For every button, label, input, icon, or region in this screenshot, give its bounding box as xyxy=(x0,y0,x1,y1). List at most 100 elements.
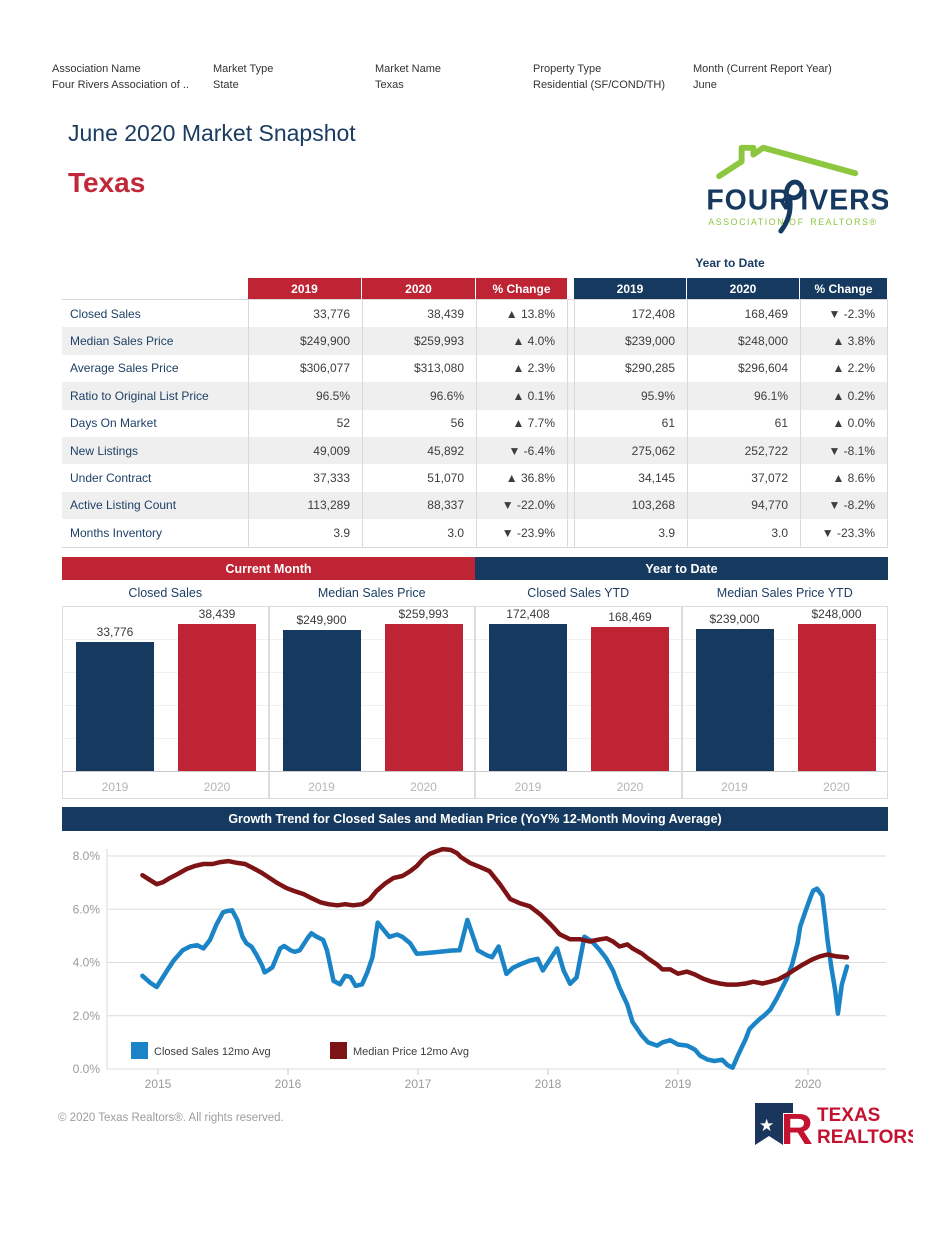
y-tick-label: 0.0% xyxy=(73,1062,101,1076)
axis-line xyxy=(63,771,268,772)
ytd-2020-value: 94,770 xyxy=(687,491,800,520)
cm-2020-value: 88,337 xyxy=(362,491,476,520)
row-label: Active Listing Count xyxy=(70,498,177,513)
texas-realtors-logo-icon: R ★ TEXAS REALTORS® xyxy=(755,1103,934,1154)
bar-chart-strip: Closed Sales 33,776 2019 38,439 2020 Median… xyxy=(62,586,888,799)
roof-icon xyxy=(716,144,859,180)
cm-change-value: ▼ -22.0% xyxy=(476,491,568,520)
cm-change-value: ▲ 4.0% xyxy=(476,327,568,355)
gridline xyxy=(269,738,474,739)
chart-title: Closed Sales YTD xyxy=(527,586,630,600)
chart-title: Median Sales Price xyxy=(317,586,426,600)
row-label: Days On Market xyxy=(70,416,157,431)
cm-2020-value: 45,892 xyxy=(362,436,476,465)
x-tick-label: 2018 xyxy=(535,1077,562,1091)
meta-label: Property Type xyxy=(533,63,602,75)
ytd-change-value: ▲ 2.2% xyxy=(800,354,888,383)
cm-2020-value: 51,070 xyxy=(362,464,476,492)
meta-month: Month (Current Report Year) June xyxy=(693,63,832,91)
bar-value-label: $248,000 xyxy=(811,607,862,621)
bar-2020 xyxy=(384,624,463,771)
cm-2019-value: 96.5% xyxy=(248,382,362,410)
ytd-2020-value: 61 xyxy=(687,409,800,437)
bar-value-label: 168,469 xyxy=(608,610,652,624)
series-line xyxy=(140,886,850,1070)
table-row: Median Sales Price $249,900 $259,993 ▲ 4.0%… xyxy=(62,327,888,355)
table-row: Months Inventory 3.9 3.0 ▼ -23.9% 3.9 3.0 ▼ -2… xyxy=(62,519,888,547)
gridline xyxy=(682,672,887,673)
gridline xyxy=(476,639,681,640)
tr-flag-icon xyxy=(755,1103,793,1145)
legend-swatch xyxy=(131,1042,148,1059)
y-tick-label: 4.0% xyxy=(73,956,101,970)
table-body: Closed Sales 33,776 38,439 ▲ 13.8% 172,408 16… xyxy=(62,299,888,548)
bar-2019 xyxy=(76,642,154,771)
page-title: June 2020 Market Snapshot xyxy=(68,120,356,146)
x-axis-label: 2019 xyxy=(721,780,748,794)
gridline xyxy=(63,672,268,673)
report-meta: Association Name Four Rivers Association… xyxy=(52,63,832,91)
cm-2019-value: $306,077 xyxy=(248,354,362,383)
meta-market-type: Market Type State xyxy=(213,63,375,91)
bar-2019 xyxy=(489,624,567,771)
legend-label: Median Price 12mo Avg xyxy=(353,1046,469,1058)
bar-value-label: $249,900 xyxy=(296,613,347,627)
meta-value: Four Rivers Association of .. xyxy=(52,79,189,91)
series-line xyxy=(140,846,850,987)
bar-chart: $249,900 2019 $259,993 2020 xyxy=(268,606,475,799)
row-label: Months Inventory xyxy=(70,525,163,540)
bar-2020 xyxy=(797,624,876,771)
cm-2020-value: 56 xyxy=(362,409,476,437)
logo-four-text: FOUR xyxy=(706,185,790,217)
cm-2019-value: 33,776 xyxy=(248,300,362,328)
four-rivers-logo-icon: FOUR IVERS ASSOCIATION OF REALTORS® xyxy=(706,144,890,234)
meta-property-type: Property Type Residential (SF/COND/TH) xyxy=(533,63,693,91)
ytd-2020-value: 96.1% xyxy=(687,382,800,410)
ytd-2019-value: 275,062 xyxy=(574,436,687,465)
x-axis-label: 2020 xyxy=(203,780,231,794)
x-tick-label: 2020 xyxy=(795,1077,822,1091)
cm-2020-value: $313,080 xyxy=(362,354,476,383)
row-label: New Listings xyxy=(70,443,139,458)
table-row: Active Listing Count 113,289 88,337 ▼ -22.0… xyxy=(62,491,888,520)
gridline xyxy=(682,738,887,739)
row-label: Median Sales Price xyxy=(70,334,174,349)
cm-2019-value: 49,009 xyxy=(248,436,362,465)
meta-label: Market Type xyxy=(213,63,274,75)
ytd-2020-value: $248,000 xyxy=(687,327,800,355)
ytd-2020-value: $296,604 xyxy=(687,354,800,383)
meta-value: Residential (SF/COND/TH) xyxy=(533,79,666,91)
bar-chart: $239,000 2019 $248,000 2020 xyxy=(681,606,888,799)
cm-change-value: ▲ 2.3% xyxy=(476,354,568,383)
ytd-2019-value: 103,268 xyxy=(574,491,687,520)
bar-value-label: $239,000 xyxy=(709,612,760,626)
ytd-2020-value: 168,469 xyxy=(687,300,800,328)
ytd-2019-value: 34,145 xyxy=(574,464,687,492)
header-ytd-2020: 2020 xyxy=(687,278,800,299)
cm-2020-value: 96.6% xyxy=(362,382,476,410)
y-tick-label: 6.0% xyxy=(73,902,101,916)
x-tick-label: 2015 xyxy=(145,1077,172,1091)
bar-chart: 33,776 2019 38,439 2020 xyxy=(62,606,269,799)
ytd-2019-value: $290,285 xyxy=(574,354,687,383)
gridline xyxy=(63,639,268,640)
trend-chart-title: Growth Trend for Closed Sales and Median… xyxy=(62,807,888,831)
ytd-change-value: ▲ 8.6% xyxy=(800,464,888,492)
bar-value-label: $259,993 xyxy=(398,607,449,621)
ytd-change-value: ▼ -23.3% xyxy=(800,519,888,547)
header-spacer xyxy=(62,278,248,299)
chart-title: Median Sales Price YTD xyxy=(716,586,853,600)
cm-change-value: ▼ -23.9% xyxy=(476,519,568,547)
gridline xyxy=(63,705,268,706)
ytd-caption: Year to Date xyxy=(695,256,765,270)
legend-swatch xyxy=(330,1042,347,1059)
ytd-2019-value: 61 xyxy=(574,409,687,437)
chart-closed-sales-ytd: Closed Sales YTD 172,408 2019 168,469 2020 xyxy=(475,586,682,799)
year-to-date-band: Year to Date xyxy=(475,557,888,580)
table-row: Under Contract 37,333 51,070 ▲ 36.8% 34,145 3… xyxy=(62,464,888,492)
ytd-change-value: ▼ -8.2% xyxy=(800,491,888,520)
ytd-change-value: ▲ 3.8% xyxy=(800,327,888,355)
bar-2019 xyxy=(282,630,361,771)
ytd-2020-value: 252,722 xyxy=(687,436,800,465)
ytd-change-value: ▲ 0.0% xyxy=(800,409,888,437)
